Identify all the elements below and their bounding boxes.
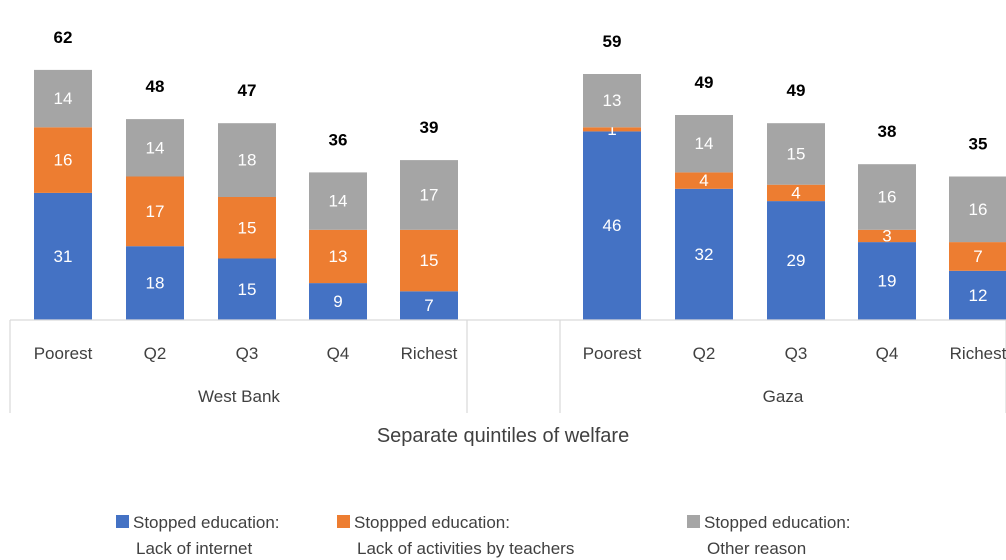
bar-segment: [858, 242, 916, 320]
data-label: 4: [699, 171, 708, 190]
group-label: West Bank: [198, 387, 280, 406]
bar-segment: [767, 201, 825, 320]
total-label: 49: [787, 81, 806, 100]
category-label: Q2: [693, 344, 716, 363]
legend-swatch: [116, 515, 129, 528]
category-label: Poorest: [583, 344, 642, 363]
bar-segment: [949, 270, 1006, 320]
data-label: 12: [969, 286, 988, 305]
bar-segment: [767, 123, 825, 185]
bar-segment: [309, 283, 367, 320]
bar-segment: [126, 176, 184, 247]
data-label: 15: [787, 144, 806, 163]
data-label: 15: [238, 280, 257, 299]
category-label: Richest: [401, 344, 458, 363]
bar-segment: [34, 127, 92, 193]
bar-segment: [126, 119, 184, 177]
data-label: 7: [973, 247, 982, 266]
data-label: 14: [54, 89, 73, 108]
data-label: 13: [329, 247, 348, 266]
category-axis: Poorest Q2 Q3 Q4 Richest Poorest Q2 Q3 Q4 Richest…: [9, 319, 1006, 413]
category-label: Richest: [950, 344, 1006, 363]
bar-segment: [583, 74, 641, 128]
bar-segment: [583, 131, 641, 320]
bar-segment: [858, 164, 916, 230]
x-axis-title: Separate quintiles of welfare: [377, 425, 629, 447]
legend-label: Lack of internet: [136, 539, 253, 558]
total-label: 49: [695, 73, 714, 92]
legend-label: Stopped education:: [133, 513, 280, 532]
bar-segment: [675, 115, 733, 173]
total-label: 47: [238, 81, 257, 100]
data-label: 31: [54, 247, 73, 266]
legend-label: Other reason: [707, 539, 806, 558]
total-label: 38: [878, 122, 897, 141]
data-label: 16: [878, 188, 897, 207]
bar-segment: [34, 69, 92, 128]
data-label: 18: [146, 274, 165, 293]
bar-segment: [218, 258, 276, 320]
data-label: 14: [329, 192, 348, 211]
category-label: Poorest: [34, 344, 93, 363]
data-label: 15: [238, 218, 257, 237]
data-label: 29: [787, 251, 806, 270]
bar-segment: [400, 160, 458, 230]
legend-label: Stoppped education:: [354, 513, 510, 532]
legend-swatch: [687, 515, 700, 528]
data-label: 13: [603, 91, 622, 110]
bar-segment: [949, 176, 1006, 243]
bar-segment: [218, 197, 276, 259]
bar-segment: [218, 123, 276, 197]
data-label: 9: [333, 292, 342, 311]
group-label: Gaza: [763, 387, 804, 406]
legend-label: Stopped education:: [704, 513, 851, 532]
category-label: Q4: [327, 344, 350, 363]
data-label: 19: [878, 272, 897, 291]
category-label: Q2: [144, 344, 167, 363]
legend: Stopped education: Lack of internet Stoppp…: [116, 513, 851, 558]
data-label: 16: [969, 200, 988, 219]
data-label: 16: [54, 151, 73, 170]
category-label: Q4: [876, 344, 899, 363]
category-label: Q3: [236, 344, 259, 363]
total-label: 39: [420, 118, 439, 137]
bar-segment: [583, 127, 641, 132]
legend-swatch: [337, 515, 350, 528]
data-label: 4: [791, 183, 800, 202]
bar-segment: [126, 246, 184, 320]
data-label: 1: [607, 120, 616, 139]
bars-layer: 3116146218171448151518479131436715173946…: [34, 28, 1006, 320]
data-label: 14: [695, 134, 714, 153]
bar-segment: [858, 229, 916, 243]
bar-segment: [675, 188, 733, 320]
total-label: 35: [969, 135, 988, 154]
total-label: 59: [603, 32, 622, 51]
data-label: 18: [238, 151, 257, 170]
data-label: 14: [146, 138, 165, 157]
bar-segment: [949, 242, 1006, 271]
bar-segment: [34, 192, 92, 320]
data-label: 17: [420, 185, 439, 204]
data-label: 32: [695, 245, 714, 264]
total-label: 62: [54, 28, 73, 47]
data-label: 17: [146, 202, 165, 221]
data-label: 15: [420, 251, 439, 270]
bar-segment: [675, 172, 733, 189]
bar-segment: [309, 172, 367, 230]
category-label: Q3: [785, 344, 808, 363]
bar-segment: [400, 291, 458, 320]
total-label: 48: [146, 77, 165, 96]
bar-segment: [400, 229, 458, 292]
legend-label: Lack of activities by teachers: [357, 539, 574, 558]
data-label: 3: [882, 226, 891, 245]
bar-segment: [309, 229, 367, 284]
bar-segment: [767, 184, 825, 202]
data-label: 7: [424, 296, 433, 315]
data-label: 46: [603, 216, 622, 235]
total-label: 36: [329, 130, 348, 149]
